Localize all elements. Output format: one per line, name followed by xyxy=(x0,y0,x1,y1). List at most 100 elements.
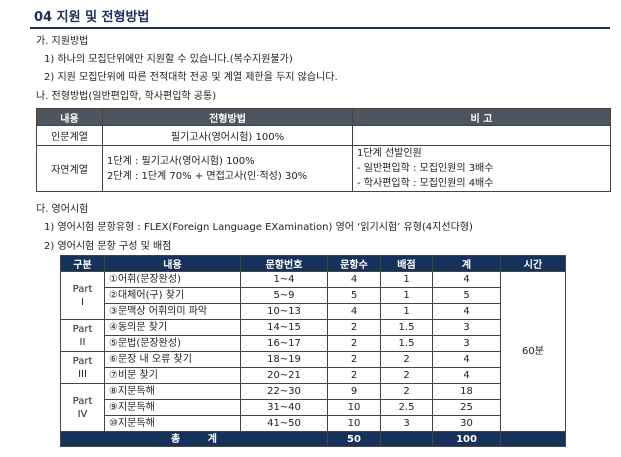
title-underline xyxy=(30,27,610,29)
title: 04 지원 및 전형방법 xyxy=(34,10,150,25)
table-row: ⑩지문독해 41~50 10 3 30 xyxy=(61,415,566,432)
value-cell: 3 xyxy=(432,335,501,352)
part-label: Part xyxy=(72,323,93,335)
content-cell: ⑩지문독해 xyxy=(104,415,241,432)
part-numeral: III xyxy=(78,368,87,380)
value-cell: 2 xyxy=(327,335,381,352)
cell-line: 필기고사(영어시험) 100% xyxy=(170,132,285,143)
value-cell: 3 xyxy=(380,415,433,432)
value-cell: 14~15 xyxy=(240,319,328,336)
value-cell: 1.5 xyxy=(380,335,433,352)
part-label: Part xyxy=(72,283,93,295)
cell-line: 1단계 : 필기고사(영어시험) 100% xyxy=(107,155,255,167)
row-label: 자연계열 xyxy=(36,145,103,192)
value-cell: 2 xyxy=(380,367,433,384)
content-cell: ⑦비문 찾기 xyxy=(104,367,241,384)
list-item: 2) 영어시험 문항 구성 및 배점 xyxy=(44,241,172,252)
value-cell: 30 xyxy=(432,415,501,432)
time-cell: 60분 xyxy=(500,271,566,432)
content-cell: ①어휘(문장완성) xyxy=(104,271,241,288)
table-row: Part III ⑥문장 내 오류 찾기 18~19 2 2 4 xyxy=(60,351,566,384)
header-row: 내용 전형방법 비 고 xyxy=(36,108,611,126)
table-row: 인문계열 필기고사(영어시험) 100% xyxy=(36,125,611,146)
section-heading: 가. 지원방법 xyxy=(36,36,89,47)
value-cell: 25 xyxy=(432,399,501,416)
part-cell: Part IV xyxy=(60,383,105,432)
value-cell: 4 xyxy=(327,303,381,320)
value-cell: 5 xyxy=(432,287,501,304)
part-numeral: I xyxy=(81,296,84,308)
part-label: Part xyxy=(72,355,93,367)
value-cell: 4 xyxy=(432,303,501,320)
cell-line: - 학사편입학 : 모집인원의 4배수 xyxy=(357,178,494,189)
table-row: Part I ①어휘(문장완성) 1~4 4 1 4 60분 xyxy=(60,271,566,432)
value-cell: 2 xyxy=(327,319,381,336)
header-cell: 문항수 xyxy=(327,255,381,272)
value-cell: 10 xyxy=(327,399,381,416)
value-cell: 4 xyxy=(432,351,501,368)
note-cell xyxy=(352,125,611,146)
content-cell: ⑥문장 내 오류 찾기 xyxy=(104,351,241,368)
list-item: 1) 영어시험 문항유형 : FLEX(Foreign Language EXa… xyxy=(44,222,473,233)
total-sum: 100 xyxy=(432,431,501,447)
value-cell: 16~17 xyxy=(240,335,328,352)
table-row: Part II ④동의문 찾기 14~15 2 1.5 3 xyxy=(60,319,566,352)
value-cell: 4 xyxy=(432,367,501,384)
header-cell: 구분 xyxy=(60,255,105,272)
cell-line: 2단계 : 1단계 70% + 면접고사(인·적성) 30% xyxy=(107,170,308,182)
part-numeral: IV xyxy=(77,408,88,420)
content-cell: ⑤문법(문장완성) xyxy=(104,335,241,352)
part-cell: Part III xyxy=(60,351,105,384)
method-cell: 필기고사(영어시험) 100% xyxy=(102,125,353,146)
total-row: 총 계 50 100 xyxy=(60,431,566,447)
total-empty xyxy=(380,431,433,447)
cell-line: 1단계 선발인원 xyxy=(357,148,422,159)
value-cell: 4 xyxy=(432,271,501,288)
value-cell: 2 xyxy=(380,351,433,368)
header-cell: 전형방법 xyxy=(102,108,353,126)
value-cell: 2 xyxy=(380,383,433,400)
content-cell: ⑨지문독해 xyxy=(104,399,241,416)
value-cell: 18 xyxy=(432,383,501,400)
table-row: ③문맥상 어휘의미 파악 10~13 4 1 4 xyxy=(61,303,566,320)
header-cell: 문항번호 xyxy=(240,255,328,272)
total-label: 총 계 xyxy=(60,431,328,447)
table-row: ⑨지문독해 31~40 10 2.5 25 xyxy=(61,399,566,416)
section-heading: 나. 전형방법(일반편입학, 학사편입학 공통) xyxy=(36,91,217,102)
value-cell: 5~9 xyxy=(240,287,328,304)
header-cell: 배점 xyxy=(380,255,433,272)
value-cell: 2.5 xyxy=(380,399,433,416)
method-cell: 1단계 : 필기고사(영어시험) 100% 2단계 : 1단계 70% + 면접고… xyxy=(102,145,353,192)
part-label: Part xyxy=(72,395,93,407)
header-cell: 비 고 xyxy=(352,108,611,126)
list-item: 1) 하나의 모집단위에만 지원할 수 있습니다.(복수지원불가) xyxy=(44,54,293,65)
content-cell: ④동의문 찾기 xyxy=(104,319,241,336)
content-cell: ③문맥상 어휘의미 파악 xyxy=(104,303,241,320)
header-row: 구분 내용 문항번호 문항수 배점 계 시간 xyxy=(60,255,566,272)
note-cell: 1단계 선발인원 - 일반편입학 : 모집인원의 3배수 - 학사편입학 : 모집인… xyxy=(352,145,611,192)
cell-line: - 일반편입학 : 모집인원의 3배수 xyxy=(357,163,494,174)
table-row: ⑦비문 찾기 20~21 2 2 4 xyxy=(61,367,566,384)
selection-table: 내용 전형방법 비 고 인문계열 필기고사(영어시험) 100% 자연계열 1단계 : 필기… xyxy=(36,108,611,192)
value-cell: 1 xyxy=(380,271,433,288)
value-cell: 41~50 xyxy=(240,415,328,432)
header-cell: 시간 xyxy=(500,255,566,272)
table-row: ⑤문법(문장완성) 16~17 2 1.5 3 xyxy=(61,335,566,352)
value-cell: 9 xyxy=(327,383,381,400)
table-row: 자연계열 1단계 : 필기고사(영어시험) 100% 2단계 : 1단계 70% +… xyxy=(36,145,611,192)
part-cell: Part II xyxy=(60,319,105,352)
list-item: 2) 지원 모집단위에 따른 전적대학 전공 및 계열 제한을 두지 않습니다. xyxy=(44,72,338,83)
value-cell: 2 xyxy=(327,367,381,384)
value-cell: 31~40 xyxy=(240,399,328,416)
value-cell: 20~21 xyxy=(240,367,328,384)
part-numeral: II xyxy=(79,336,86,348)
value-cell: 1 xyxy=(380,287,433,304)
table-row: Part IV ⑧지문독해 22~30 9 2 18 xyxy=(60,383,566,432)
value-cell: 1~4 xyxy=(240,271,328,288)
value-cell: 1.5 xyxy=(380,319,433,336)
content-cell: ⑧지문독해 xyxy=(104,383,241,400)
header-cell: 내용 xyxy=(104,255,241,272)
part-cell: Part I xyxy=(60,271,105,320)
value-cell: 10~13 xyxy=(240,303,328,320)
